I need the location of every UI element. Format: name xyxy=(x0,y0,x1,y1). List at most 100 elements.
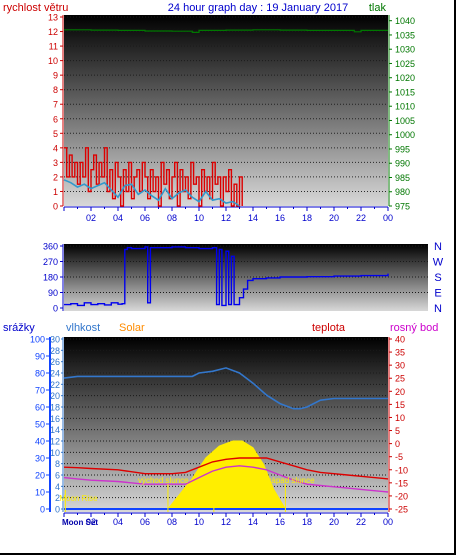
humidity-tick-label-12: 12 xyxy=(50,437,60,447)
sunset-label: západ slunce xyxy=(267,476,315,485)
panel-climate-x-label-06: 06 xyxy=(140,517,150,527)
humidity-tick-label-30: 30 xyxy=(50,335,60,345)
wind-speed-tick-label-8: 8 xyxy=(53,85,58,95)
temperature-tick-label-35: 35 xyxy=(395,348,405,358)
pressure-axis-title: tlak xyxy=(369,2,387,14)
legend-solar: Solar xyxy=(119,322,145,334)
temperature-line xyxy=(63,457,389,480)
panel-climate-time-axis: 02 04 06 08 10 12 14 16 18 20 22 00 xyxy=(63,512,393,527)
panel-wind-x-label-14: 14 xyxy=(248,213,258,223)
temperature-tick-label--15: -15 xyxy=(395,478,408,488)
compass-label-s-2: S xyxy=(434,272,441,284)
panel-wind-x-label-18: 18 xyxy=(302,213,312,223)
temperature-tick-label--10: -10 xyxy=(395,465,408,475)
moon-set-label: Moon Set xyxy=(62,518,98,527)
sunrise-label: východ slunce xyxy=(138,476,189,485)
panel-wind-x-label-20: 20 xyxy=(329,213,339,223)
panel-climate-x-label-02: 02 xyxy=(86,517,96,527)
compass-label-n-4: N xyxy=(434,303,442,315)
temperature-tick-label-30: 30 xyxy=(395,361,405,371)
humidity-tick-label-14: 14 xyxy=(50,425,60,435)
rain-tick-label-90: 90 xyxy=(35,352,45,362)
humidity-tick-label-18: 18 xyxy=(50,403,60,413)
temperature-tick-label-0: 0 xyxy=(395,439,400,449)
wind-speed-tick-label-9: 9 xyxy=(53,71,58,81)
panel-climate-x-label-16: 16 xyxy=(275,517,285,527)
panel-wind-x-label-12: 12 xyxy=(221,213,231,223)
wind-speed-tick-label-11: 11 xyxy=(49,42,58,52)
wind-speed-tick-label-13: 13 xyxy=(48,13,58,23)
rain-tick-label-10: 10 xyxy=(35,488,45,498)
panel-climate-x-label-20: 20 xyxy=(329,517,339,527)
panel-wind-x-label-08: 08 xyxy=(167,213,177,223)
pressure-line xyxy=(64,29,388,33)
wind-speed-tick-label-0: 0 xyxy=(53,202,58,212)
panel-climate-x-label-12: 12 xyxy=(221,517,231,527)
pressure-tick-label-1015: 1015 xyxy=(395,87,415,97)
moon-rise-label: Moon Rise xyxy=(59,494,98,503)
pressure-tick-label-990: 990 xyxy=(395,159,410,169)
panel-climate-x-label-10: 10 xyxy=(194,517,204,527)
panel-wind-x-label-00: 00 xyxy=(383,213,393,223)
wind-speed-tick-label-3: 3 xyxy=(53,158,58,168)
temperature-tick-label--25: -25 xyxy=(395,505,408,515)
panel-climate-x-label-18: 18 xyxy=(302,517,312,527)
direction-tick-label-180: 180 xyxy=(43,273,58,283)
page-frame-bottom xyxy=(0,553,456,555)
pressure-axis: 975 980 985 990 995 1000 1005 1010 1015 1020 1025 1… xyxy=(388,15,415,212)
panel-wind-x-label-10: 10 xyxy=(194,213,204,223)
chart-title: 24 hour graph day : 19 January 2017 xyxy=(168,2,348,14)
wind-average-line xyxy=(63,179,240,207)
compass-label-n-0: N xyxy=(434,241,442,253)
panel-climate-x-label-08: 08 xyxy=(167,517,177,527)
panel-climate-x-label-14: 14 xyxy=(248,517,258,527)
temperature-tick-label--5: -5 xyxy=(395,452,403,462)
temperature-tick-label-15: 15 xyxy=(395,400,405,410)
pressure-tick-label-975: 975 xyxy=(395,202,410,212)
direction-tick-label-360: 360 xyxy=(43,242,58,252)
wind-speed-tick-label-12: 12 xyxy=(48,27,58,37)
humidity-tick-label-22: 22 xyxy=(50,380,60,390)
rain-tick-label-0: 0 xyxy=(40,505,45,515)
temperature-axis: -25 -20 -15 -10 -5 0 5 10 15 20 25 30 35 40 xyxy=(388,335,408,515)
direction-tick-label-270: 270 xyxy=(43,257,58,267)
humidity-tick-label-16: 16 xyxy=(50,414,60,424)
wind-speed-tick-label-2: 2 xyxy=(53,172,58,182)
rain-tick-label-70: 70 xyxy=(35,386,45,396)
pressure-tick-label-1025: 1025 xyxy=(395,59,415,69)
pressure-tick-label-1000: 1000 xyxy=(395,130,415,140)
compass-label-e-3: E xyxy=(434,288,441,300)
humidity-tick-label-8: 8 xyxy=(55,459,60,469)
wind-speed-tick-label-5: 5 xyxy=(53,129,58,139)
panel-wind-x-label-04: 04 xyxy=(113,213,123,223)
panel-climate-x-label-04: 04 xyxy=(113,517,123,527)
wind-speed-axis-title: rychlost větru xyxy=(3,2,68,14)
wind-direction-line xyxy=(64,246,389,307)
page-frame-right xyxy=(454,0,456,555)
humidity-tick-label-26: 26 xyxy=(50,357,60,367)
pressure-tick-label-1005: 1005 xyxy=(395,116,415,126)
humidity-tick-label-0: 0 xyxy=(55,505,60,515)
panel-climate-x-label-00: 00 xyxy=(383,517,393,527)
temperature-tick-label--20: -20 xyxy=(395,491,408,501)
rain-tick-label-60: 60 xyxy=(35,403,45,413)
humidity-tick-label-10: 10 xyxy=(50,448,60,458)
pressure-tick-label-1040: 1040 xyxy=(395,16,415,26)
panel-wind-series xyxy=(63,29,388,207)
rain-axis: 0 10 20 30 40 50 60 70 80 90 100 xyxy=(30,335,51,515)
wind-speed-tick-label-1: 1 xyxy=(53,187,58,197)
panel-wind-x-label-06: 06 xyxy=(140,213,150,223)
rain-tick-label-40: 40 xyxy=(35,437,45,447)
direction-tick-label-0: 0 xyxy=(53,304,58,314)
pressure-tick-label-985: 985 xyxy=(395,173,410,183)
humidity-tick-label-24: 24 xyxy=(50,369,60,379)
wind-speed-tick-label-4: 4 xyxy=(53,143,58,153)
legend-temperature: teplota xyxy=(312,322,346,334)
humidity-tick-label-4: 4 xyxy=(55,482,60,492)
dewpoint-line xyxy=(63,465,389,493)
